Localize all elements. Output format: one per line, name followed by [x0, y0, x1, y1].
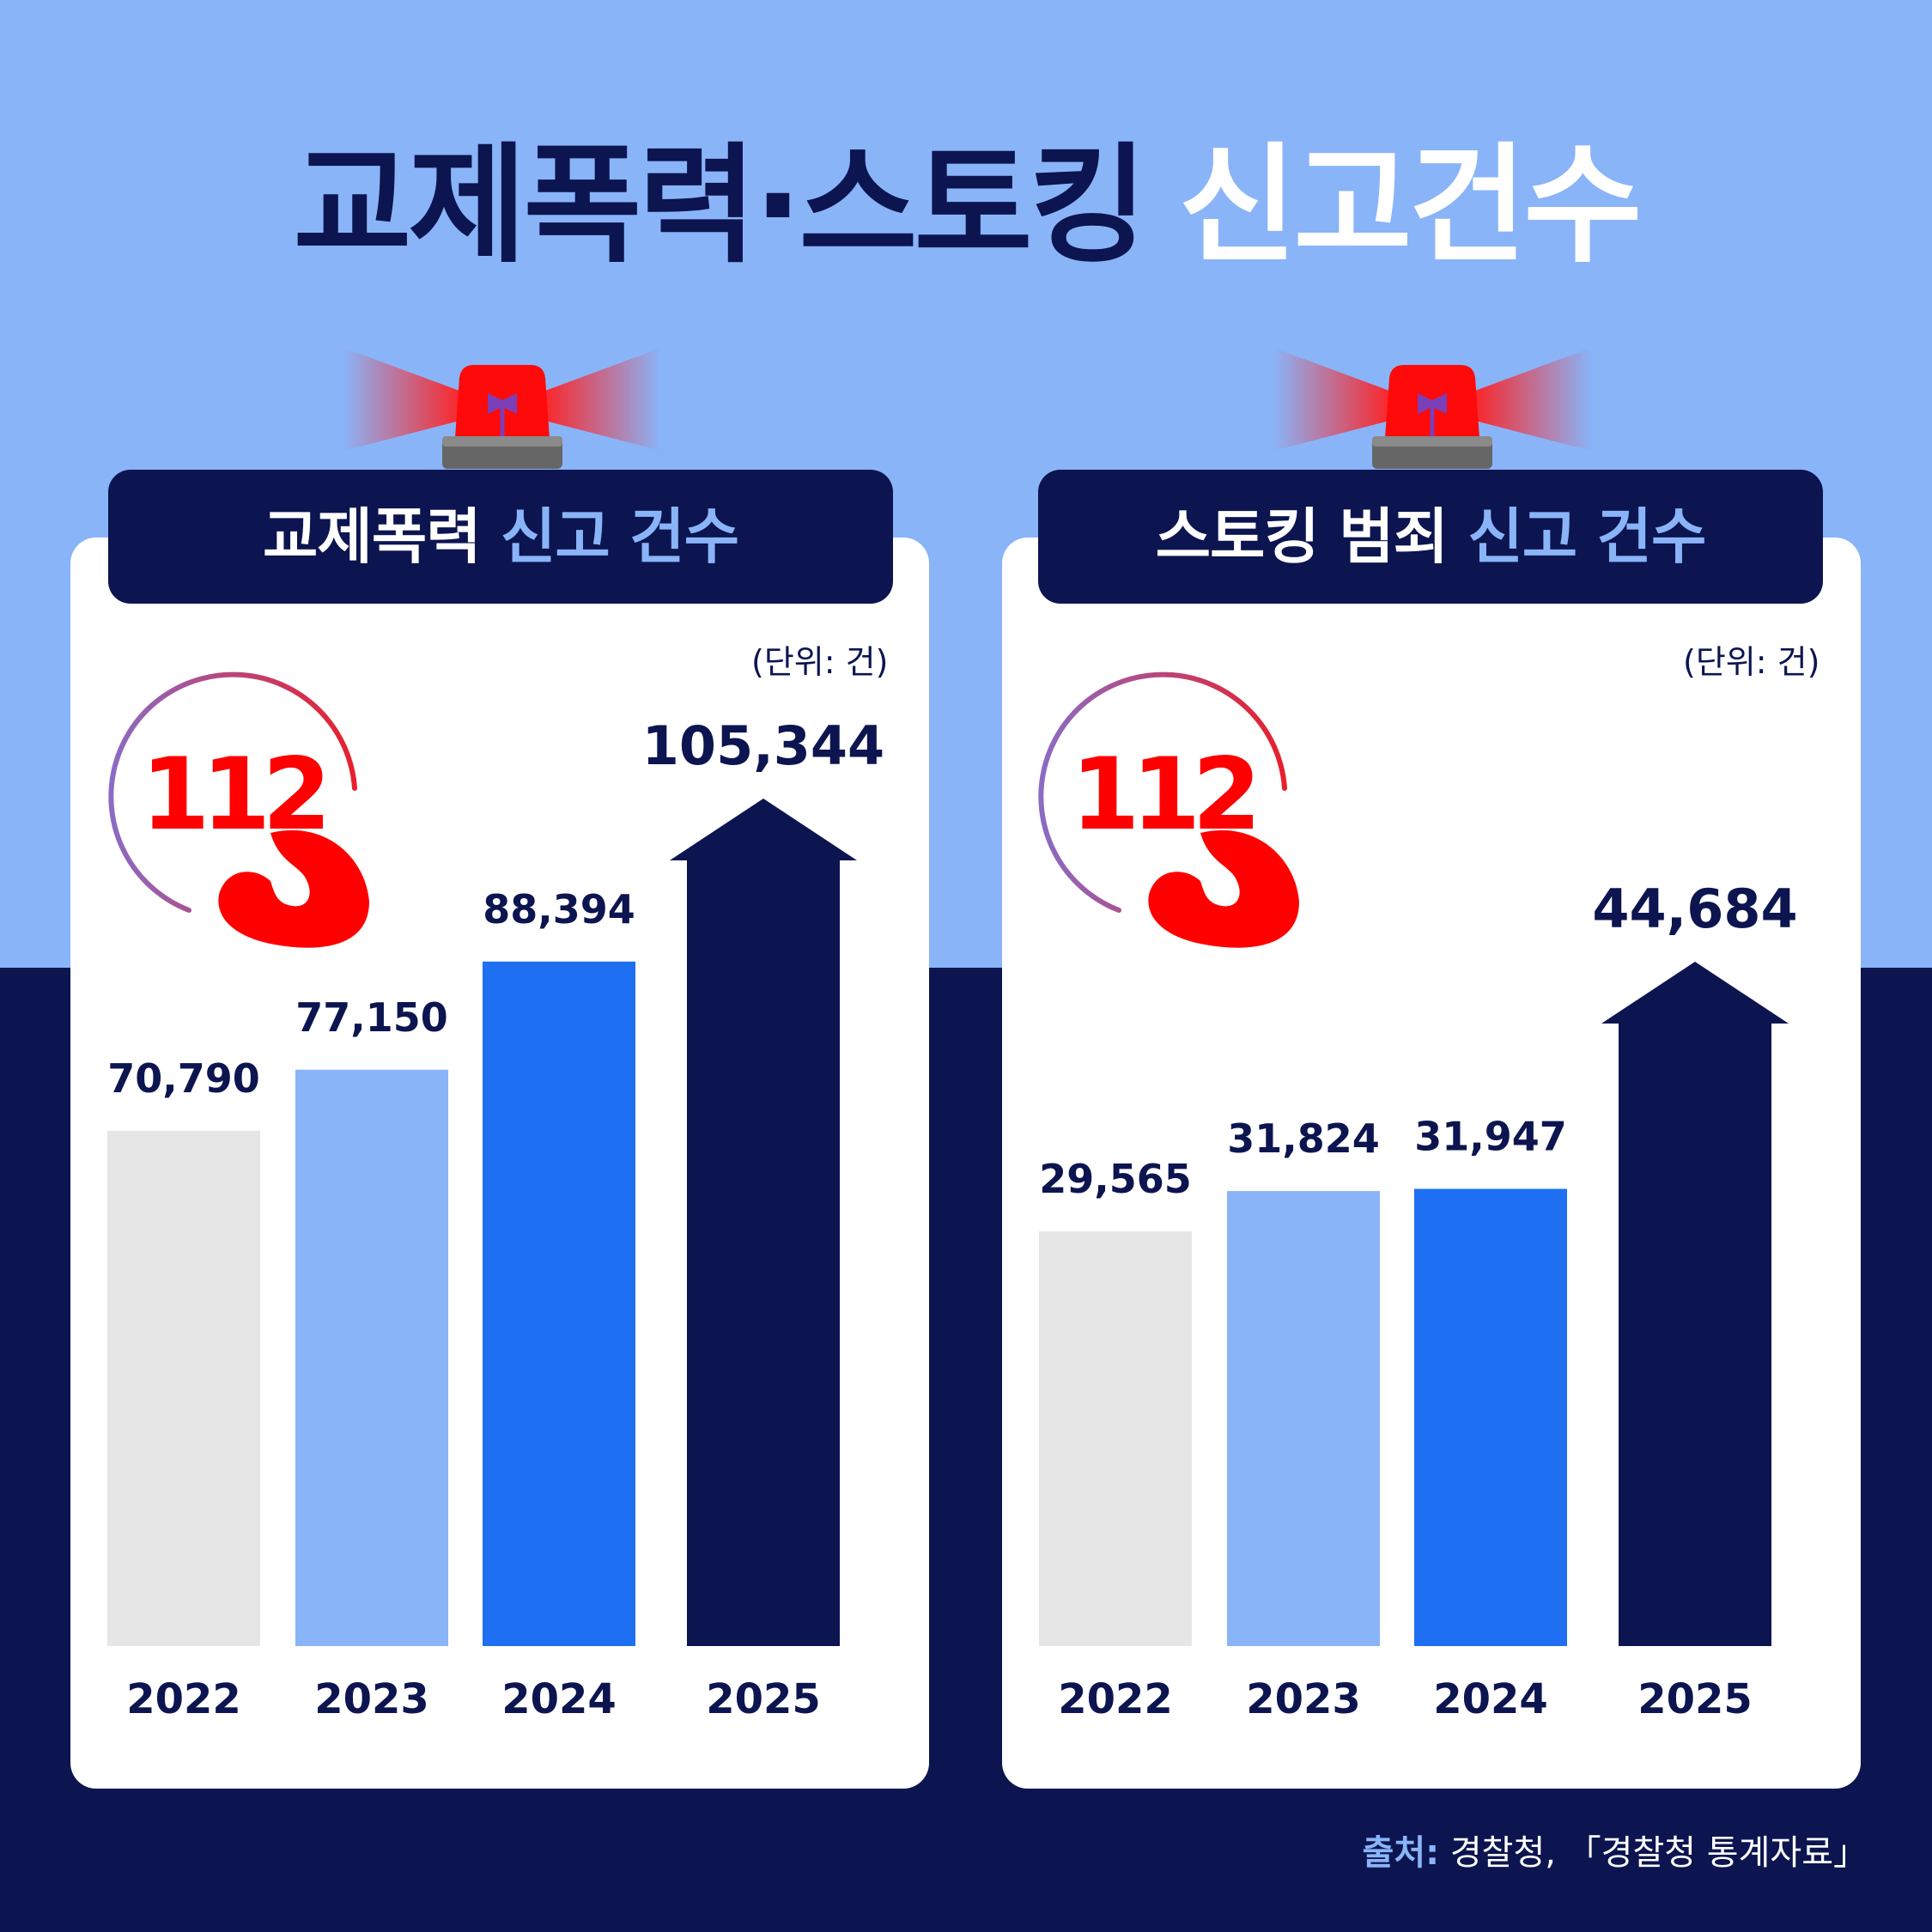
siren-icon: [343, 348, 661, 469]
panel-label-accent: 신고 건수: [1467, 501, 1706, 572]
data-label-2022: 29,565: [1039, 1156, 1192, 1202]
bar-arrow-2025: [670, 799, 857, 1646]
page-title-accent: 신고건수: [1178, 131, 1642, 281]
chart-stalking: 29,565 2022 31,824 2023 31,947 2024 44,684 2025: [1039, 878, 1798, 1723]
bar-2024: [1414, 1188, 1567, 1646]
bar-2022: [1039, 1231, 1192, 1646]
data-label-2022: 70,790: [107, 1055, 260, 1102]
page-title: 교제폭력·스토킹 신고건수: [0, 129, 1932, 283]
panel-label-stalking: 스토킹 범죄 신고 건수: [1038, 470, 1823, 604]
bar-2023: [295, 1069, 448, 1646]
data-label-2025: 44,684: [1592, 878, 1797, 940]
phone-112-icon: 112: [1038, 671, 1299, 948]
tick-label-2024: 2024: [501, 1675, 617, 1723]
panel-label-dating-violence: 교제폭력 신고 건수: [108, 470, 893, 604]
data-label-2025: 105,344: [642, 714, 884, 777]
panel-label-main: 스토킹 범죄: [1155, 501, 1449, 572]
siren-icon: [1273, 348, 1591, 469]
panel-label-accent: 신고 건수: [501, 501, 739, 572]
unit-label: (단위: 건): [1683, 643, 1820, 681]
tick-label-2023: 2023: [1246, 1675, 1361, 1723]
chart-dating-violence: 70,790 2022 77,150 2023 88,394 2024 105,344 202…: [107, 714, 884, 1723]
bar-2022: [107, 1131, 260, 1646]
bar-arrow-2025: [1601, 962, 1789, 1646]
phone-112-icon: 112: [108, 671, 369, 948]
panel-label-main: 교제폭력: [263, 501, 482, 572]
source-text: 경찰청, 「경찰청 통계자료」: [1449, 1833, 1868, 1873]
unit-label: (단위: 건): [751, 643, 889, 681]
tick-label-2022: 2022: [1058, 1675, 1173, 1723]
tick-label-2025: 2025: [1637, 1675, 1753, 1723]
bar-2023: [1227, 1191, 1380, 1646]
source-label: 출처:: [1362, 1833, 1440, 1873]
data-label-2024: 88,394: [483, 886, 635, 933]
tick-label-2024: 2024: [1433, 1675, 1548, 1723]
source-note: 출처: 경찰청, 「경찰청 통계자료」: [1363, 1825, 1868, 1874]
data-label-2024: 31,947: [1414, 1114, 1567, 1160]
tick-label-2022: 2022: [126, 1675, 241, 1723]
tick-label-2023: 2023: [314, 1675, 429, 1723]
tick-label-2025: 2025: [706, 1675, 821, 1723]
page-title-main: 교제폭력·스토킹: [293, 131, 1148, 281]
data-label-2023: 77,150: [295, 994, 448, 1041]
data-label-2023: 31,824: [1227, 1115, 1380, 1162]
bar-2024: [483, 961, 635, 1646]
